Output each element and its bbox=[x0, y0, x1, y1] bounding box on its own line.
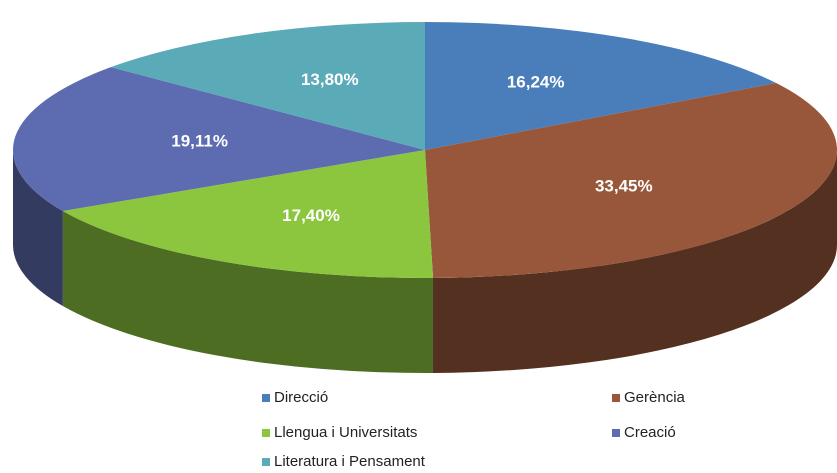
slice bbox=[110, 22, 425, 150]
slice bbox=[425, 83, 837, 278]
legend-label: Creació bbox=[624, 424, 676, 441]
slice-side bbox=[433, 150, 837, 373]
data-label: 33,45% bbox=[595, 176, 653, 195]
legend-label: Gerència bbox=[624, 389, 686, 406]
legend-label: Literatura i Pensament bbox=[274, 453, 426, 470]
data-label: 16,24% bbox=[507, 72, 565, 91]
legend-swatch bbox=[612, 429, 620, 437]
slice bbox=[62, 150, 434, 278]
legend-swatch bbox=[612, 394, 620, 402]
data-label: 19,11% bbox=[171, 132, 228, 151]
slice-side bbox=[62, 211, 434, 373]
slice-side bbox=[12, 150, 63, 307]
slice bbox=[425, 22, 777, 150]
legend-label: Llengua i Universitats bbox=[274, 424, 417, 441]
legend-swatch bbox=[262, 394, 270, 402]
legend-swatch bbox=[262, 429, 270, 437]
legend-swatch bbox=[262, 458, 270, 466]
legend-label: Direcció bbox=[274, 389, 328, 406]
data-label: 17,40% bbox=[282, 206, 340, 225]
slice bbox=[13, 67, 426, 212]
data-label: 13,80% bbox=[301, 70, 359, 89]
